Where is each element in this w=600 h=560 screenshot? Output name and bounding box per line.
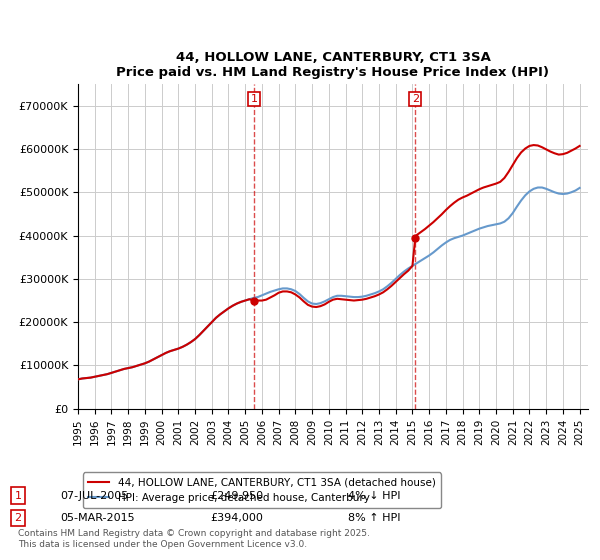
Legend: 44, HOLLOW LANE, CANTERBURY, CT1 3SA (detached house), HPI: Average price, detac: 44, HOLLOW LANE, CANTERBURY, CT1 3SA (de… — [83, 473, 440, 508]
Text: Contains HM Land Registry data © Crown copyright and database right 2025.
This d: Contains HM Land Registry data © Crown c… — [18, 529, 370, 549]
Text: 05-MAR-2015: 05-MAR-2015 — [60, 513, 134, 523]
Text: 4% ↓ HPI: 4% ↓ HPI — [348, 491, 401, 501]
Text: 1: 1 — [250, 94, 257, 104]
Text: £249,950: £249,950 — [210, 491, 263, 501]
Text: 8% ↑ HPI: 8% ↑ HPI — [348, 513, 401, 523]
Text: 07-JUL-2005: 07-JUL-2005 — [60, 491, 128, 501]
Text: 2: 2 — [412, 94, 419, 104]
Text: £394,000: £394,000 — [210, 513, 263, 523]
Text: 1: 1 — [14, 491, 22, 501]
Text: 2: 2 — [14, 513, 22, 523]
Title: 44, HOLLOW LANE, CANTERBURY, CT1 3SA
Price paid vs. HM Land Registry's House Pri: 44, HOLLOW LANE, CANTERBURY, CT1 3SA Pri… — [116, 50, 550, 78]
